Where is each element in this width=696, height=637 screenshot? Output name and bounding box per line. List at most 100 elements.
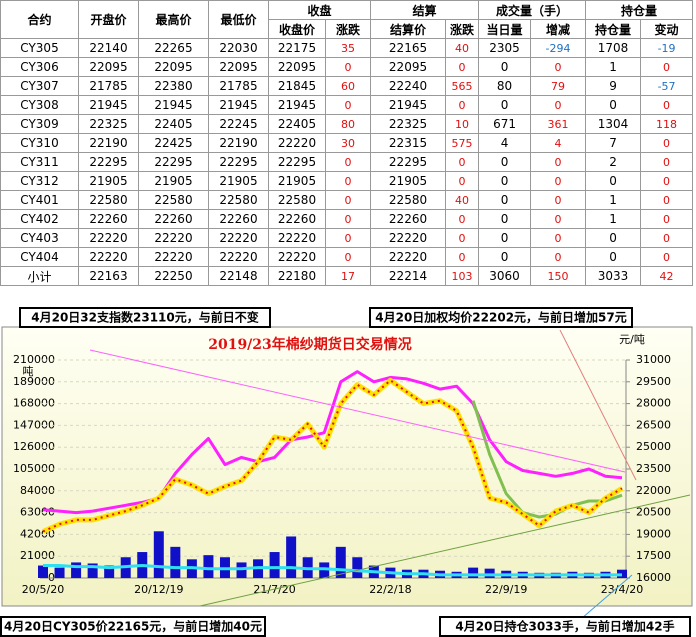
table-cell: 21945 bbox=[78, 95, 139, 115]
x-tick-label: 20/12/19 bbox=[134, 583, 183, 596]
x-tick-label: 22/9/19 bbox=[485, 583, 527, 596]
table-cell: 0 bbox=[530, 190, 587, 210]
note-box bbox=[439, 616, 691, 637]
quote-table: 合约 开盘价 最高价 最低价 收盘 结算 成交量（手） 持仓量 收盘价 涨跌 结算价 涨跌 当日量 增减持… bbox=[0, 0, 694, 286]
y2-tick-label: 17500 bbox=[636, 549, 671, 562]
line bbox=[41, 377, 624, 534]
table-row: CY307 21785 22380 21785 21845 60 22240 565 80 79 9… bbox=[0, 76, 694, 96]
table-cell: 22580 bbox=[138, 190, 209, 210]
table-cell: 22095 bbox=[78, 57, 139, 77]
x-tick-label: 22/2/18 bbox=[369, 583, 411, 596]
y-tick-label: 105000 bbox=[13, 462, 55, 475]
y-axis-label: 吨 bbox=[23, 365, 34, 378]
table-cell: 22405 bbox=[268, 114, 326, 134]
table-cell: -57 bbox=[640, 76, 694, 96]
table-cell: 21945 bbox=[138, 95, 209, 115]
table-cell: 21845 bbox=[268, 76, 326, 96]
table-cell: 21945 bbox=[268, 95, 326, 115]
table-cell: 22175 bbox=[268, 38, 326, 58]
table-cell: 22220 bbox=[78, 228, 139, 248]
table-cell: 21945 bbox=[370, 95, 447, 115]
bar bbox=[286, 536, 297, 578]
column-header: 开盘价 bbox=[78, 0, 139, 39]
bar bbox=[352, 557, 363, 578]
table-cell: 103 bbox=[445, 266, 480, 286]
bar bbox=[203, 555, 214, 578]
table-cell: 22220 bbox=[208, 247, 269, 267]
y-tick-label: 21000 bbox=[20, 549, 55, 562]
table-cell: 10 bbox=[445, 114, 480, 134]
table-cell: 17 bbox=[324, 266, 372, 286]
table-cell: 22240 bbox=[370, 76, 447, 96]
y2-tick-label: 26500 bbox=[636, 418, 671, 431]
table-cell: -294 bbox=[530, 38, 587, 58]
bar bbox=[468, 567, 479, 578]
y2-axis-label: 元/吨 bbox=[619, 333, 645, 346]
table-cell: CY307 bbox=[0, 76, 79, 96]
bar bbox=[71, 562, 82, 578]
table-cell: 22265 bbox=[138, 38, 209, 58]
table-cell: 1708 bbox=[585, 38, 642, 58]
table-cell: 565 bbox=[445, 76, 480, 96]
table-cell: CY404 bbox=[0, 247, 79, 267]
table-cell: 22580 bbox=[370, 190, 447, 210]
trend-line bbox=[89, 349, 626, 473]
y-tick-label: 147000 bbox=[13, 418, 55, 431]
table-cell: 150 bbox=[530, 266, 587, 286]
bar bbox=[269, 552, 280, 578]
trend-line bbox=[199, 494, 691, 607]
table-cell: 0 bbox=[445, 152, 480, 172]
table-cell: CY308 bbox=[0, 95, 79, 115]
bar bbox=[38, 565, 48, 578]
table-cell: CY305 bbox=[0, 38, 79, 58]
table-cell: 22295 bbox=[268, 152, 326, 172]
table-cell: 22220 bbox=[138, 247, 209, 267]
table-cell: 21905 bbox=[370, 171, 447, 191]
table-cell: 22260 bbox=[268, 209, 326, 229]
table-cell: 42 bbox=[640, 266, 694, 286]
chart-title: 2019/23年棉纱期货日交易情况 bbox=[208, 336, 412, 353]
table-cell: -19 bbox=[640, 38, 694, 58]
y2-tick-label: 23500 bbox=[636, 462, 671, 475]
bar bbox=[54, 567, 65, 578]
table-row: CY403 22220 22220 22220 22220 0 22220 0 0 0 0 0 bbox=[0, 228, 694, 248]
y2-tick-label: 31000 bbox=[636, 353, 671, 366]
column-header: 收盘价 bbox=[268, 19, 326, 39]
bar bbox=[87, 563, 98, 578]
table-cell: 22245 bbox=[208, 114, 269, 134]
table-cell: 22214 bbox=[370, 266, 447, 286]
y-tick-label: 63000 bbox=[20, 506, 55, 519]
note-box bbox=[369, 307, 633, 328]
y-tick-label: 168000 bbox=[13, 397, 55, 410]
table-row: CY305 22140 22265 22030 22175 35 22165 40 2305 -2… bbox=[0, 38, 694, 58]
y2-tick-label: 28000 bbox=[636, 397, 671, 410]
column-header: 持仓量 bbox=[585, 19, 642, 39]
y2-tick-label: 16000 bbox=[636, 571, 671, 584]
header-row: 收盘价 涨跌 结算价 涨跌 当日量 增减 持仓量 变动 bbox=[1, 19, 694, 39]
y-tick-label: 84000 bbox=[20, 484, 55, 497]
y-tick-label: 189000 bbox=[13, 375, 55, 388]
column-header: 当日量 bbox=[478, 19, 532, 39]
table-cell: 22163 bbox=[78, 266, 139, 286]
x-tick-label: 20/5/20 bbox=[22, 583, 64, 596]
note: 4月20日加权均价22202元，与前日增加57元 bbox=[375, 310, 627, 325]
group-header: 成交量（手） bbox=[478, 0, 587, 20]
note: 4月20日持仓3033手，与前日增加42手 bbox=[455, 619, 674, 634]
table-cell: 22095 bbox=[208, 57, 269, 77]
table-cell: 22295 bbox=[208, 152, 269, 172]
table-row: CY309 22325 22405 22245 22405 80 22325 10 671 361… bbox=[0, 114, 694, 134]
chart-background bbox=[1, 326, 693, 607]
table-cell: 22250 bbox=[138, 266, 209, 286]
x-tick-label: 23/4/20 bbox=[601, 583, 643, 596]
y2-tick-label: 19000 bbox=[636, 527, 671, 540]
bar bbox=[236, 562, 247, 578]
note: 4月20日32支指数23110元，与前日不变 bbox=[31, 310, 259, 325]
table-row: CY404 22220 22220 22220 22220 0 22220 0 0 0 0 0 bbox=[0, 247, 694, 267]
trend-line bbox=[559, 329, 637, 481]
table-cell: 22580 bbox=[208, 190, 269, 210]
line bbox=[42, 370, 623, 515]
table-row: CY312 21905 21905 21905 21905 0 21905 0 0 0 0 0 bbox=[0, 171, 694, 191]
table-cell: 22380 bbox=[138, 76, 209, 96]
table-cell: 22095 bbox=[268, 57, 326, 77]
